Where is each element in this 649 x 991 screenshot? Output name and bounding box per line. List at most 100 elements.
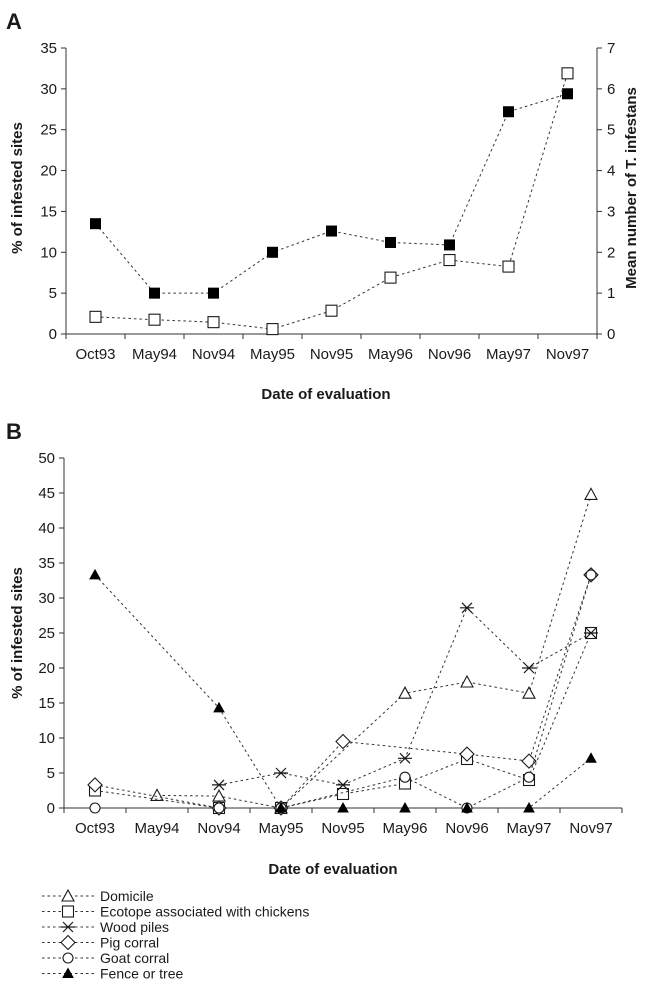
b-x-tick-label: Nov95	[321, 820, 364, 837]
b-ecotope-associated-with-chickens-line	[94, 632, 592, 809]
panel-b-x-axis-title: Date of evaluation	[268, 861, 397, 878]
legend-item-fence-or-tree: Fence or tree	[42, 966, 183, 982]
b-goat-corral-point-5	[399, 771, 411, 783]
b-goat-corral-point-8	[585, 569, 597, 581]
panel-a-axes	[61, 47, 602, 339]
b-ecotope-associated-with-chickens-point-4	[336, 787, 350, 801]
b-x-tick-label: Nov96	[445, 820, 488, 837]
a-series-open-square	[89, 67, 574, 336]
a-open-square-point-3	[266, 323, 279, 336]
b-x-tick-label: Nov97	[569, 820, 612, 837]
b-domicile-point-6	[460, 674, 474, 688]
a-y-tick-label: 25	[40, 122, 57, 139]
legend-marker	[61, 921, 75, 933]
a-filled-square-point-8	[562, 88, 573, 100]
a-open-square-point-6	[443, 253, 456, 267]
b-pig-corral-point-4	[335, 733, 351, 750]
b-y-tick-label: 25	[38, 625, 55, 642]
a-x-tick-label: Nov95	[310, 346, 353, 363]
b-domicile-point-8	[584, 487, 598, 500]
legend-item-domicile: Domicile	[42, 888, 154, 904]
panel-b: B 0 5 10 15 20 25 30 35 40 45 50 Oct93 May94 Nov94 May…	[6, 419, 623, 982]
a-x-tick-label: Nov94	[192, 346, 235, 363]
b-y-tick-label: 40	[38, 520, 55, 537]
b-fence-or-tree-line	[94, 574, 592, 809]
b-pig-corral-point-6	[459, 746, 475, 762]
b-domicile-point-2	[212, 788, 226, 802]
a-series-filled-square	[90, 88, 573, 299]
a-y2-tick-label: 2	[607, 244, 615, 261]
panel-a-tick-labels: 0 5 10 15 20 25 30 35 0 1 2 3 4 5 6 7 Oct93 May94 Nov94 May…	[40, 40, 615, 363]
b-pig-corral-point-7	[521, 753, 537, 769]
b-fence-or-tree-point-2	[213, 701, 225, 713]
a-y-tick-label: 30	[40, 81, 57, 98]
legend-item-goat-corral: Goat corral	[42, 950, 169, 966]
b-fence-or-tree-point-3	[275, 801, 287, 813]
b-fence-or-tree-point-0	[89, 568, 101, 580]
b-wood-piles-point-3	[274, 767, 288, 779]
a-open-square-point-1	[148, 313, 161, 326]
legend-marker	[62, 967, 74, 978]
legend-marker	[61, 888, 75, 902]
a-y2-tick-label: 7	[607, 40, 615, 57]
b-x-tick-label: May95	[258, 820, 303, 837]
a-filled-square-point-2	[208, 287, 219, 299]
panel-b-letter: B	[6, 419, 22, 444]
a-x-tick-label: May96	[368, 346, 413, 363]
panel-a-series	[89, 67, 574, 336]
a-open-square-point-4	[325, 304, 338, 317]
a-y2-tick-label: 4	[607, 163, 615, 180]
a-y-tick-label: 35	[40, 40, 57, 57]
a-x-tick-label: May95	[250, 346, 295, 363]
b-y-tick-label: 10	[38, 730, 55, 747]
a-open-square-point-8	[561, 67, 574, 80]
a-open-square-point-7	[502, 260, 515, 273]
panel-b-tick-labels: 0 5 10 15 20 25 30 35 40 45 50 Oct93 May94 Nov94 May95…	[38, 450, 612, 837]
panel-a: A 0 5 10 15 20 25 30 35 0 1 2 3 4 5 6 7 Oct93 May94 Nov94 M…	[6, 9, 640, 403]
a-y2-tick-label: 5	[607, 122, 615, 139]
b-y-tick-label: 45	[38, 485, 55, 502]
legend-item-wood-piles: Wood piles	[42, 919, 169, 935]
a-filled-square-point-3	[267, 246, 278, 258]
b-y-tick-label: 35	[38, 555, 55, 572]
b-wood-piles-point-5	[398, 752, 412, 764]
b-pig-corral-point-0	[87, 777, 103, 793]
b-y-tick-label: 5	[47, 765, 55, 782]
legend-label: Ecotope associated with chickens	[100, 904, 309, 920]
a-open-square-point-2	[207, 316, 220, 329]
panel-b-series	[87, 487, 599, 816]
b-fence-or-tree-point-8	[585, 752, 597, 763]
a-y-tick-label: 10	[40, 244, 57, 261]
a-y-tick-label: 20	[40, 163, 57, 180]
b-x-tick-label: May94	[134, 820, 179, 837]
a-filled-square-point-1	[149, 287, 160, 299]
b-wood-piles-point-7	[522, 662, 536, 674]
b-goat-corral-point-2	[213, 802, 225, 814]
a-filled-square-point-4	[326, 225, 337, 237]
b-domicile-point-1	[150, 788, 164, 801]
legend-marker	[60, 934, 76, 951]
panel-a-y2-axis-title: Mean number of T. infestans	[623, 87, 640, 289]
a-y2-tick-label: 6	[607, 81, 615, 98]
legend-item-ecotope-associated-with-chickens: Ecotope associated with chickens	[42, 904, 309, 920]
a-y-tick-label: 0	[49, 326, 57, 343]
a-open-square-point-5	[384, 271, 397, 284]
a-x-tick-label: Nov96	[428, 346, 471, 363]
a-filled-square-point-6	[444, 239, 455, 251]
a-x-tick-label: Oct93	[75, 346, 115, 363]
a-open-square-line	[95, 73, 568, 330]
legend-marker	[62, 952, 74, 964]
panel-b-y-axis-title: % of infested sites	[9, 567, 26, 699]
b-series-wood-piles	[212, 602, 598, 791]
b-series-pig-corral	[87, 567, 599, 816]
b-domicile-point-5	[398, 686, 412, 699]
a-filled-square-point-5	[385, 236, 396, 248]
b-x-tick-label: Nov94	[197, 820, 240, 837]
b-x-tick-label: May97	[506, 820, 551, 837]
legend-marker	[61, 905, 75, 918]
a-open-square-point-0	[89, 310, 102, 323]
a-x-tick-label: May97	[486, 346, 531, 363]
legend-label: Domicile	[100, 888, 154, 904]
